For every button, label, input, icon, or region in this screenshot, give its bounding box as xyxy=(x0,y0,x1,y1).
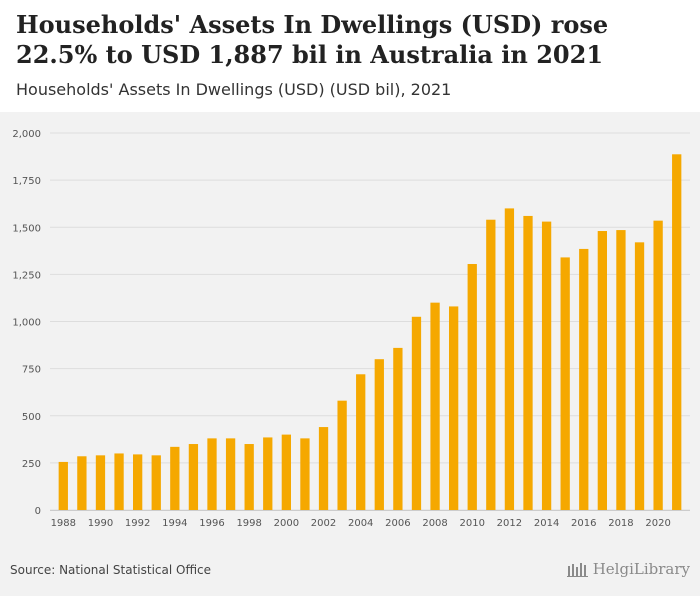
x-tick-label: 2002 xyxy=(311,518,336,529)
bar-2008 xyxy=(430,302,440,510)
y-tick-label: 750 xyxy=(22,365,41,376)
bar-1998 xyxy=(244,444,254,510)
bar-1995 xyxy=(188,444,199,510)
x-tick-label: 1988 xyxy=(51,518,76,529)
bar-2001 xyxy=(300,438,310,510)
y-tick-label: 250 xyxy=(22,459,41,470)
x-tick-label: 2012 xyxy=(497,518,522,529)
bar-2016 xyxy=(579,248,589,511)
x-tick-label: 2004 xyxy=(348,518,373,529)
page-title: Households' Assets In Dwellings (USD) ro… xyxy=(16,10,609,69)
x-tick-label: 2000 xyxy=(274,518,299,529)
bar-1997 xyxy=(225,438,236,510)
bar-2011 xyxy=(486,219,496,510)
y-tick-label: 1,750 xyxy=(12,176,41,187)
bar-2004 xyxy=(356,374,366,510)
bar-1989 xyxy=(77,456,87,510)
bar-2012 xyxy=(504,208,515,510)
y-tick-label: 1,250 xyxy=(12,270,41,281)
x-tick-label: 1992 xyxy=(125,518,150,529)
x-tick-label: 2008 xyxy=(422,518,447,529)
bar-1996 xyxy=(207,438,217,510)
bar-2006 xyxy=(393,347,403,510)
bar-2015 xyxy=(560,257,570,510)
y-tick-label: 2,000 xyxy=(12,129,41,140)
x-tick-label: 2020 xyxy=(645,518,670,529)
bar-2017 xyxy=(597,231,607,510)
bar-2002 xyxy=(318,427,329,510)
y-tick-label: 1,500 xyxy=(12,223,41,234)
y-tick-label: 500 xyxy=(22,412,41,423)
x-tick-label: 1994 xyxy=(162,518,187,529)
bar-1988 xyxy=(58,461,68,510)
x-tick-label: 1996 xyxy=(199,518,224,529)
bar-2020 xyxy=(653,220,663,510)
bar-2014 xyxy=(541,221,552,510)
bar-1990 xyxy=(95,455,106,510)
bar-2013 xyxy=(523,215,533,510)
x-tick-label: 2010 xyxy=(460,518,485,529)
library-icon xyxy=(566,563,588,577)
y-tick-label: 1,000 xyxy=(12,318,41,329)
x-tick-label: 2014 xyxy=(534,518,559,529)
brand-name: HelgiLibrary xyxy=(592,560,690,578)
chart-area: 0 250 500 750 1,000 1,250 1,500 1,750 2,000 1988 1… xyxy=(0,112,700,552)
x-tick-label: 2018 xyxy=(608,518,633,529)
bar-2018 xyxy=(616,230,626,510)
bar-2019 xyxy=(634,242,645,510)
bar-1999 xyxy=(263,437,273,510)
bar-2021 xyxy=(672,154,682,510)
bar-1993 xyxy=(151,455,161,510)
chart-subtitle: Households' Assets In Dwellings (USD) (U… xyxy=(16,80,452,99)
bar-2007 xyxy=(411,316,422,510)
x-tick-label: 1990 xyxy=(88,518,113,529)
bar-2010 xyxy=(467,264,477,510)
bar-2000 xyxy=(281,434,291,510)
brand-logo[interactable]: HelgiLibrary xyxy=(566,560,690,578)
bar-2009 xyxy=(449,306,459,510)
header-panel: Households' Assets In Dwellings (USD) ro… xyxy=(0,0,700,112)
bar-1991 xyxy=(114,453,124,510)
bar-1992 xyxy=(133,454,143,510)
x-tick-label: 2016 xyxy=(571,518,596,529)
x-tick-label: 2006 xyxy=(385,518,410,529)
bar-chart: 0 250 500 750 1,000 1,250 1,500 1,750 2,000 1988 1… xyxy=(12,129,690,529)
x-tick-label: 1998 xyxy=(236,518,261,529)
bar-2005 xyxy=(374,359,384,510)
source-note: Source: National Statistical Office xyxy=(10,563,212,577)
bar-2003 xyxy=(337,400,347,510)
bar-1994 xyxy=(170,446,180,510)
y-tick-label: 0 xyxy=(35,506,41,517)
